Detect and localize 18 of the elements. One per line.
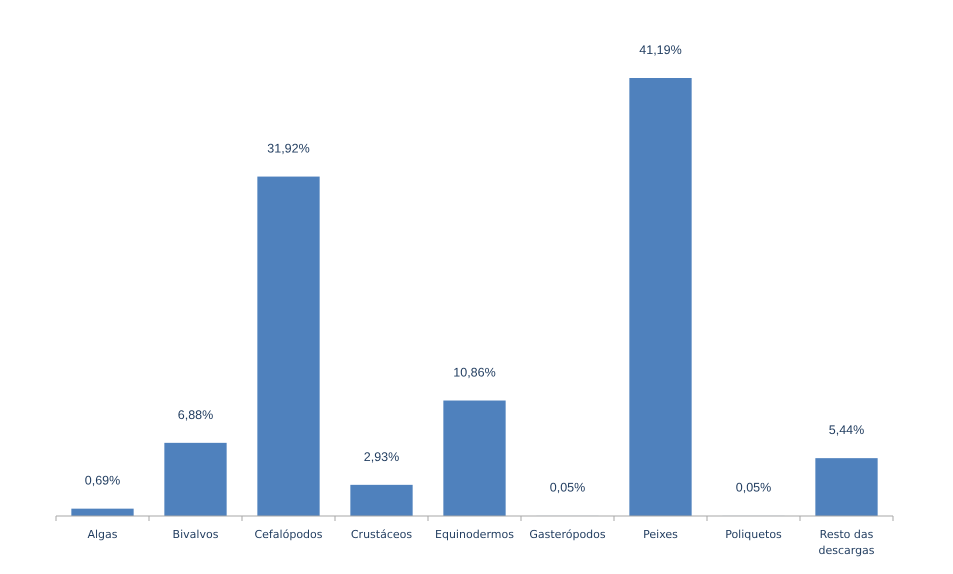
data-label: 41,19% [639,43,682,57]
x-tick-label: Peixes [643,528,678,541]
data-label: 0,05% [736,480,772,494]
x-tick-label: Cefalópodos [254,528,323,541]
x-tick-label: Poliquetos [725,528,782,541]
x-tick-label: Algas [87,528,118,541]
x-tick-label: Crustáceos [350,528,412,541]
x-tick-label: Bivalvos [172,528,219,541]
data-label: 6,88% [178,408,214,422]
data-label: 0,05% [550,480,586,494]
data-label: 10,86% [453,366,496,380]
data-label: 2,93% [364,450,400,464]
x-tick-label: Equinodermos [435,528,514,541]
data-label: 0,69% [84,474,120,488]
x-tick-label: Resto das descargas [818,528,875,557]
x-tick-label: Gasterópodos [529,528,606,541]
data-label: 31,92% [267,142,310,156]
data-label: 5,44% [828,423,864,438]
